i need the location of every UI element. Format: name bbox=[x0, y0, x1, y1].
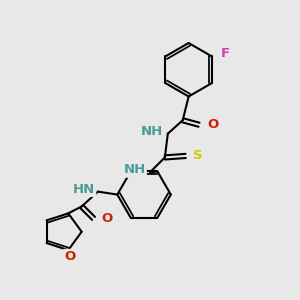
Text: NH: NH bbox=[123, 164, 146, 176]
Text: O: O bbox=[64, 250, 75, 263]
Text: HN: HN bbox=[73, 183, 95, 196]
Text: F: F bbox=[221, 47, 230, 60]
Text: O: O bbox=[207, 118, 219, 131]
Text: O: O bbox=[101, 212, 112, 225]
Text: NH: NH bbox=[141, 125, 164, 138]
Text: S: S bbox=[193, 149, 203, 162]
